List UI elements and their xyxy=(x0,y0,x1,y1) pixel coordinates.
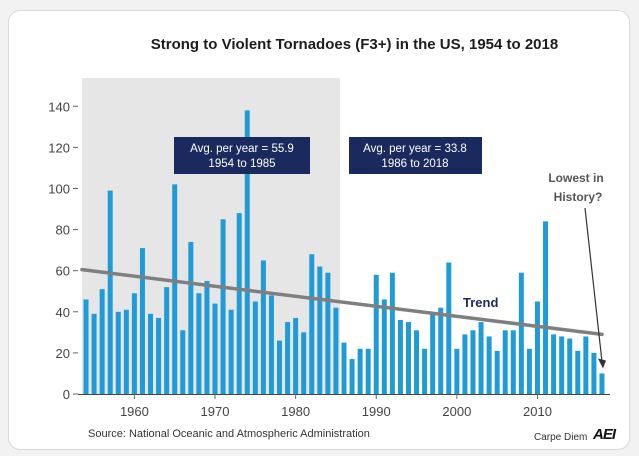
trend-line xyxy=(80,267,604,337)
bar-1955 xyxy=(91,313,97,394)
bar-1962 xyxy=(148,313,154,394)
bar-1964 xyxy=(164,287,170,394)
lowest-annotation-line-2: History? xyxy=(554,190,603,204)
bar-2008 xyxy=(518,272,524,394)
bar-1998 xyxy=(438,307,444,394)
bar-1990 xyxy=(373,274,379,394)
bar-1987 xyxy=(349,359,355,394)
x-tick-label-1980: 1980 xyxy=(281,404,310,419)
brand-name: Carpe Diem xyxy=(534,432,588,443)
bar-1965 xyxy=(172,184,178,394)
bar-1997 xyxy=(430,313,436,394)
bar-1974 xyxy=(244,110,250,395)
bars-group xyxy=(83,110,605,395)
bar-1977 xyxy=(268,295,274,394)
bar-1973 xyxy=(236,213,242,394)
trend-label: Trend xyxy=(463,295,498,310)
bar-1966 xyxy=(180,330,186,394)
bar-2004 xyxy=(486,336,492,394)
avg-box-2-line-2: 1986 to 2018 xyxy=(381,158,448,170)
avg-box-1986-2018 xyxy=(349,137,482,174)
x-tick-label-1990: 1990 xyxy=(362,404,391,419)
avg-box-1-line-1: Avg. per year = 55.9 xyxy=(190,143,294,155)
bar-1984 xyxy=(325,272,331,394)
y-tick-label-20: 20 xyxy=(56,346,70,361)
source-note: Source: National Oceanic and Atmospheric… xyxy=(88,428,370,440)
bar-1975 xyxy=(252,301,258,394)
bar-2018 xyxy=(599,373,605,394)
avg-box-2-line-1: Avg. per year = 33.8 xyxy=(363,143,467,155)
bar-1979 xyxy=(285,322,291,394)
bar-1967 xyxy=(188,241,194,394)
bar-1993 xyxy=(397,320,403,394)
avg-box-1954-1985 xyxy=(174,137,310,174)
y-tick-label-120: 120 xyxy=(48,140,70,155)
bar-1980 xyxy=(293,317,299,394)
chart-title: Strong to Violent Tornadoes (F3+) in the… xyxy=(150,36,559,53)
bar-2007 xyxy=(510,330,516,394)
bar-1992 xyxy=(389,272,395,394)
bar-2009 xyxy=(526,348,532,394)
bar-1994 xyxy=(405,322,411,394)
bar-2006 xyxy=(502,330,508,394)
bar-1989 xyxy=(365,348,371,394)
bar-1957 xyxy=(107,190,113,394)
y-tick-label-0: 0 xyxy=(63,387,70,402)
bar-2011 xyxy=(543,221,549,394)
bar-1982 xyxy=(309,254,315,394)
bar-2003 xyxy=(478,322,484,394)
y-tick-label-80: 80 xyxy=(56,223,70,238)
lowest-arrow xyxy=(584,207,603,362)
axes: 0 20 40 60 80 100 120 140 1960 1970 1980 1990 2000 20… xyxy=(48,99,610,419)
bar-1956 xyxy=(99,289,105,394)
bar-1970 xyxy=(212,303,218,394)
x-tick-label-2010: 2010 xyxy=(523,404,552,419)
bar-1976 xyxy=(260,260,266,394)
bar-1963 xyxy=(156,317,162,394)
bar-1986 xyxy=(341,342,347,394)
bar-1959 xyxy=(123,309,129,394)
bar-1983 xyxy=(317,266,323,394)
x-tick-label-2000: 2000 xyxy=(442,404,471,419)
bar-1996 xyxy=(422,348,428,394)
bar-1954 xyxy=(83,299,89,394)
lowest-arrow-head xyxy=(597,358,606,369)
brand-logo: AEI xyxy=(593,426,616,443)
bar-2005 xyxy=(494,350,500,394)
bar-1960 xyxy=(131,293,137,394)
bar-1971 xyxy=(220,219,226,394)
bar-2014 xyxy=(567,338,573,394)
y-tick-label-60: 60 xyxy=(56,264,70,279)
bar-1991 xyxy=(381,299,387,394)
bar-1999 xyxy=(446,262,452,394)
bar-1972 xyxy=(228,309,234,394)
y-tick-label-100: 100 xyxy=(48,181,70,196)
avg-box-1-line-2: 1954 to 1985 xyxy=(208,158,275,170)
bar-1961 xyxy=(139,248,145,394)
bar-1981 xyxy=(301,332,307,394)
x-tick-label-1960: 1960 xyxy=(120,404,149,419)
bar-2010 xyxy=(534,301,540,394)
bar-2012 xyxy=(551,334,557,394)
lowest-annotation-line-1: Lowest in xyxy=(548,171,603,185)
bar-1958 xyxy=(115,311,121,394)
bar-1968 xyxy=(196,293,202,394)
bar-2016 xyxy=(583,336,589,394)
x-tick-label-1970: 1970 xyxy=(201,404,230,419)
bar-2017 xyxy=(591,352,597,394)
bar-2013 xyxy=(559,336,565,394)
bar-2000 xyxy=(454,348,460,394)
bar-1988 xyxy=(357,348,363,394)
bar-1985 xyxy=(333,307,339,394)
bar-2001 xyxy=(462,334,468,394)
bar-2015 xyxy=(575,350,581,394)
bar-2002 xyxy=(470,330,476,394)
y-tick-label-40: 40 xyxy=(56,305,70,320)
y-tick-label-140: 140 xyxy=(48,99,70,114)
bar-1978 xyxy=(277,340,283,394)
bar-1995 xyxy=(414,330,420,394)
bar-1969 xyxy=(204,280,210,394)
